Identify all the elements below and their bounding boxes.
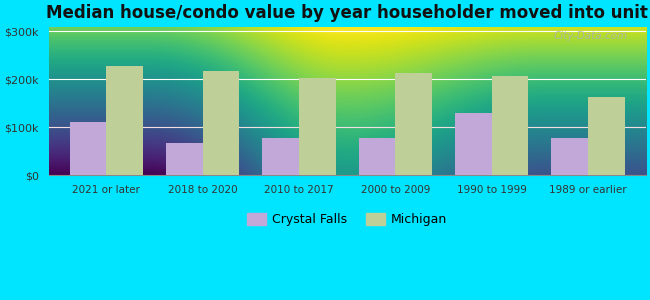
Legend: Crystal Falls, Michigan: Crystal Falls, Michigan bbox=[242, 208, 452, 231]
Bar bbox=[107, 66, 143, 175]
Bar bbox=[263, 138, 299, 175]
Bar bbox=[203, 70, 239, 175]
Bar bbox=[203, 70, 239, 175]
Bar bbox=[588, 97, 625, 175]
Bar bbox=[70, 122, 107, 175]
Bar bbox=[263, 138, 299, 175]
Bar bbox=[491, 76, 528, 175]
Bar bbox=[455, 113, 491, 175]
Bar bbox=[107, 66, 143, 175]
Bar bbox=[166, 143, 203, 175]
Bar bbox=[395, 74, 432, 175]
Text: City-Data.com: City-Data.com bbox=[554, 31, 628, 41]
Bar bbox=[551, 138, 588, 175]
Bar bbox=[491, 76, 528, 175]
Bar bbox=[551, 138, 588, 175]
Bar bbox=[588, 97, 625, 175]
Bar bbox=[455, 113, 491, 175]
Bar bbox=[299, 78, 335, 175]
Bar bbox=[395, 74, 432, 175]
Bar bbox=[70, 122, 107, 175]
Bar bbox=[166, 143, 203, 175]
Bar bbox=[359, 138, 395, 175]
Bar bbox=[299, 78, 335, 175]
Title: Median house/condo value by year householder moved into unit: Median house/condo value by year househo… bbox=[46, 4, 648, 22]
Bar bbox=[359, 138, 395, 175]
